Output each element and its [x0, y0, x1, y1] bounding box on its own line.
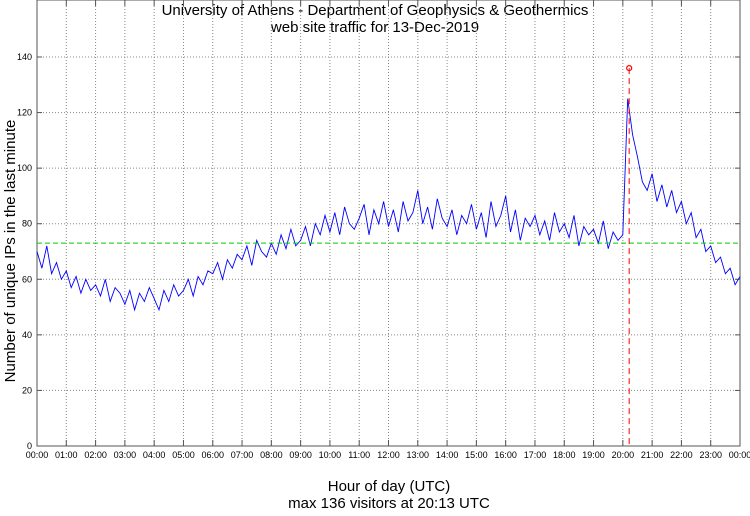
x-tick-label: 19:00 [582, 450, 605, 460]
x-tick-label: 15:00 [465, 450, 488, 460]
chart-subtitle: web site traffic for 13-Dec-2019 [270, 19, 479, 36]
max-summary: max 136 visitors at 20:13 UTC [288, 495, 490, 511]
max-point-marker [626, 65, 633, 72]
y-tick-label: 0 [27, 441, 32, 451]
x-tick-label: 12:00 [377, 450, 400, 460]
x-tick-label: 14:00 [436, 450, 459, 460]
y-tick-label: 40 [22, 330, 32, 340]
x-tick-label: 04:00 [143, 450, 166, 460]
x-tick-label: 01:00 [55, 450, 78, 460]
x-tick-label: 06:00 [201, 450, 224, 460]
y-tick-label: 100 [17, 163, 32, 173]
series-line-visitors [36, 98, 741, 312]
x-tick-label: 02:00 [84, 450, 107, 460]
x-tick-label: 10:00 [319, 450, 342, 460]
x-tick-label: 22:00 [670, 450, 693, 460]
x-axis-label: Hour of day (UTC) [328, 478, 451, 495]
x-tick-label: 20:00 [612, 450, 635, 460]
x-tick-label: 16:00 [494, 450, 517, 460]
x-tick-label: 23:00 [699, 450, 722, 460]
x-tick-label: 00:00 [26, 450, 49, 460]
x-tick-label: 08:00 [260, 450, 283, 460]
x-tick-label: 11:00 [348, 450, 370, 460]
x-tick-label: 18:00 [553, 450, 576, 460]
y-axis-label: Number of unique IPs in the last minute [2, 120, 19, 383]
x-tick-label: 09:00 [289, 450, 312, 460]
x-tick-label: 07:00 [231, 450, 254, 460]
x-tick-label: 05:00 [172, 450, 195, 460]
x-tick-label: 17:00 [524, 450, 547, 460]
y-tick-label: 120 [17, 108, 32, 118]
x-tick-label: 03:00 [114, 450, 137, 460]
x-tick-label: 13:00 [407, 450, 430, 460]
y-tick-label: 140 [17, 52, 32, 62]
y-tick-label: 20 [22, 385, 32, 395]
chart-title: University of Athens - Department of Geo… [162, 2, 589, 19]
x-tick-label: 21:00 [641, 450, 664, 460]
y-tick-label: 80 [22, 219, 32, 229]
y-tick-label: 60 [22, 274, 32, 284]
x-tick-label: 00:00 [729, 450, 750, 460]
